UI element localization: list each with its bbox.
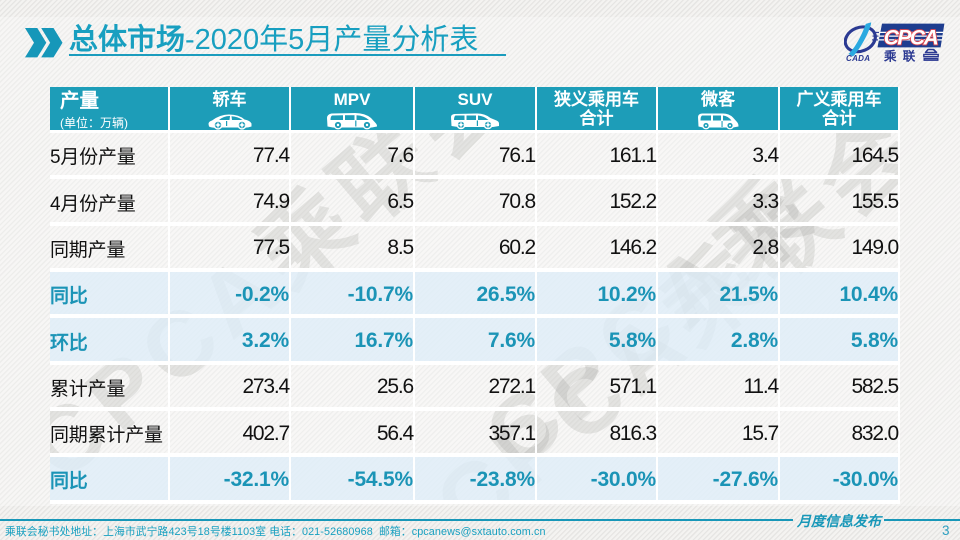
svg-text:CPCA: CPCA — [884, 27, 938, 50]
svg-text:CADA: CADA — [846, 54, 870, 63]
svg-text:乘联: 乘联 — [883, 49, 921, 64]
